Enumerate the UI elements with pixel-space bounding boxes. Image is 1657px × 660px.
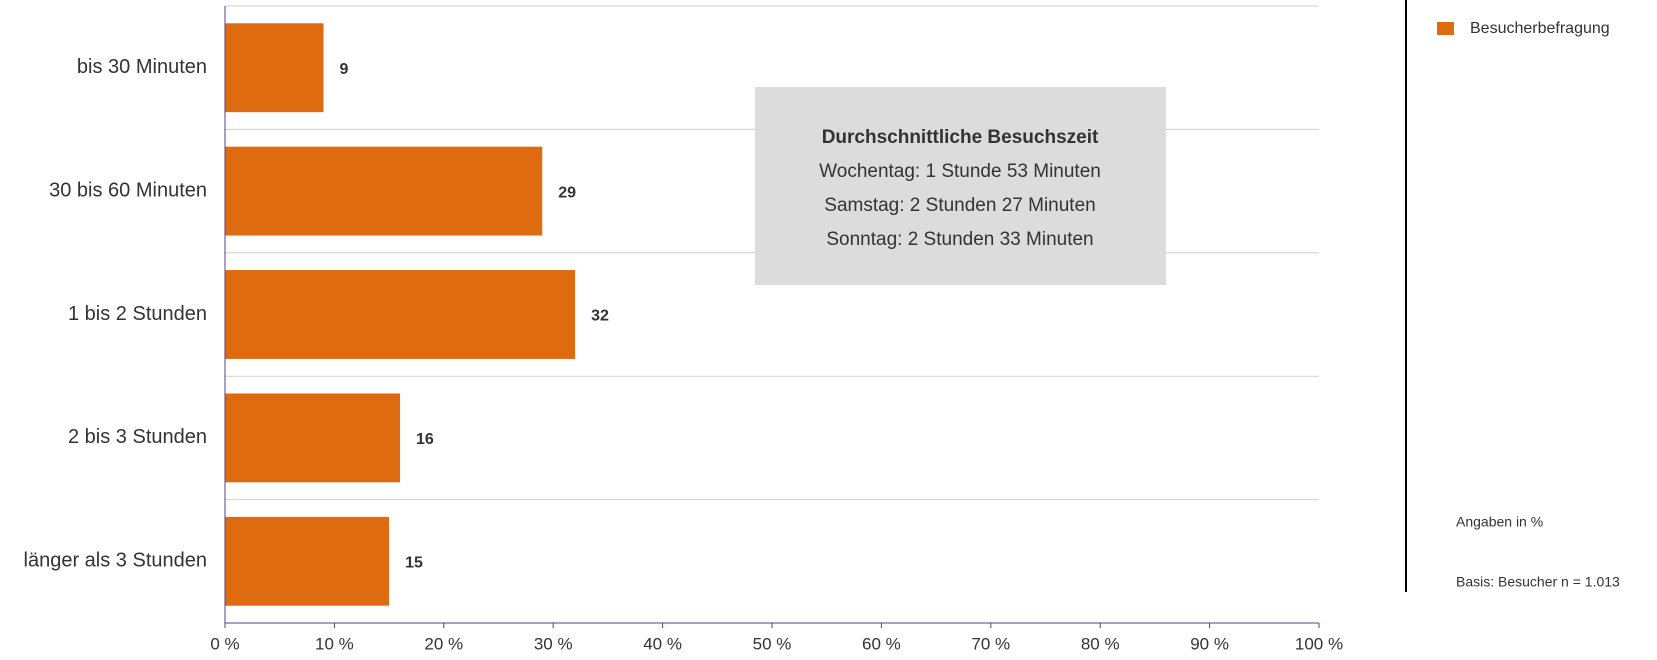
- annotation-line: Sonntag: 2 Stunden 33 Minuten: [826, 229, 1093, 250]
- x-tick-label: 60 %: [862, 634, 901, 653]
- annotation-line: Wochentag: 1 Stunde 53 Minuten: [819, 161, 1101, 182]
- x-tick-label: 90 %: [1190, 634, 1229, 653]
- bar: [225, 23, 324, 113]
- y-tick-label: 2 bis 3 Stunden: [68, 426, 207, 448]
- x-tick-label: 0 %: [210, 634, 239, 653]
- annotation-box: [755, 87, 1166, 285]
- note: Basis: Besucher n = 1.013: [1456, 574, 1620, 590]
- bar: [225, 516, 390, 606]
- note: Angaben in %: [1456, 514, 1543, 530]
- x-tick-label: 100 %: [1295, 634, 1343, 653]
- value-label: 32: [591, 308, 609, 325]
- x-tick-label: 10 %: [315, 634, 354, 653]
- legend-swatch: [1437, 22, 1454, 35]
- annotation-title: Durchschnittliche Besuchszeit: [822, 127, 1099, 148]
- value-label: 29: [558, 184, 576, 201]
- bar: [225, 146, 543, 236]
- legend-label: Besucherbefragung: [1470, 20, 1610, 37]
- value-label: 9: [339, 61, 348, 78]
- y-tick-label: länger als 3 Stunden: [24, 550, 207, 572]
- bar: [225, 393, 401, 483]
- x-tick-label: 20 %: [424, 634, 463, 653]
- y-tick-label: 1 bis 2 Stunden: [68, 303, 207, 325]
- y-tick-label: bis 30 Minuten: [77, 56, 207, 78]
- value-label: 15: [405, 555, 423, 572]
- annotation-line: Samstag: 2 Stunden 27 Minuten: [824, 195, 1095, 216]
- bar: [225, 270, 576, 359]
- x-tick-label: 40 %: [643, 634, 682, 653]
- x-tick-label: 50 %: [753, 634, 792, 653]
- x-tick-label: 80 %: [1081, 634, 1120, 653]
- y-tick-label: 30 bis 60 Minuten: [49, 179, 207, 201]
- x-tick-label: 70 %: [971, 634, 1010, 653]
- x-tick-label: 30 %: [534, 634, 573, 653]
- value-label: 16: [416, 431, 434, 448]
